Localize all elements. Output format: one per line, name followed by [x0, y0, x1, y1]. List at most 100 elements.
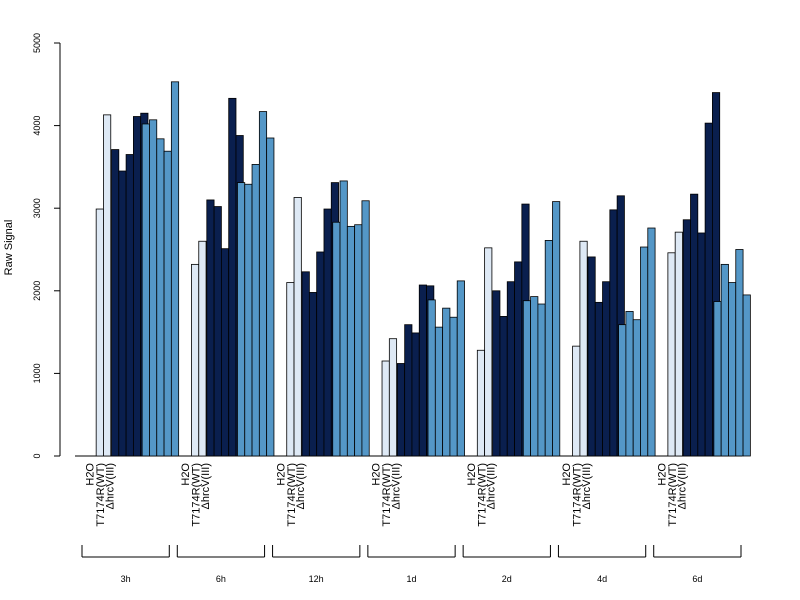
category-label-1: T7174R(WT): [476, 463, 488, 527]
bar-2d-cat1-3: [514, 261, 523, 457]
category-label-0: H2O: [180, 463, 192, 486]
bar-4d-cat1-2: [602, 281, 611, 457]
bar-3h-cat1-0: [111, 149, 120, 457]
bar-6d-cat0-1: [674, 231, 683, 457]
bar-12h-cat2-3: [354, 224, 363, 457]
bar-4d-cat2-4: [647, 227, 656, 457]
bar-6d-cat1-3: [704, 122, 713, 457]
bar-6d-cat1-1: [690, 193, 699, 457]
bar-3h-cat1-2: [125, 154, 134, 457]
bar-12h-cat2-4: [361, 200, 370, 457]
bar-6d-cat2-1: [720, 263, 729, 457]
bar-6h-cat2-3: [258, 111, 268, 457]
bar-12h-cat1-3: [323, 208, 332, 457]
bar-6d-cat2-0: [713, 301, 722, 457]
bar-6d-cat2-4: [742, 294, 751, 457]
bar-2d-cat0-1: [484, 247, 493, 457]
group-label: 3h: [121, 574, 131, 584]
category-label-2: ΔhrcV(III): [295, 463, 307, 509]
bar-1d-cat0-1: [388, 338, 398, 457]
group-label: 1d: [406, 574, 416, 584]
bars: [95, 81, 751, 457]
category-label-2: ΔhrcV(III): [105, 463, 117, 509]
bar-2d-cat1-0: [492, 290, 501, 457]
category-label-0: H2O: [561, 463, 573, 486]
category-label-2: ΔhrcV(III): [676, 463, 688, 509]
y-tick-label: 4000: [32, 116, 42, 136]
bar-1d-cat2-2: [442, 307, 451, 457]
bar-4d-cat2-0: [618, 324, 627, 457]
bar-12h-cat0-1: [293, 197, 302, 457]
bar-1d-cat2-3: [449, 316, 458, 457]
category-label-0: H2O: [275, 463, 287, 486]
bar-12h-cat1-0: [301, 271, 310, 457]
bar-2d-cat2-2: [537, 303, 546, 457]
bar-6h-cat2-1: [244, 183, 253, 457]
category-label-0: H2O: [85, 463, 97, 486]
bar-3h-cat2-0: [141, 123, 150, 457]
bar-6d-cat1-0: [682, 219, 691, 457]
bar-12h-cat2-1: [339, 180, 348, 457]
category-label-1: T7174R(WT): [381, 463, 393, 527]
bar-3h-cat2-1: [149, 119, 158, 457]
bar-12h-cat0-0: [286, 282, 295, 457]
category-label-2: ΔhrcV(III): [581, 463, 593, 509]
bar-6h-cat2-0: [237, 182, 246, 457]
bar-3h-cat1-3: [132, 116, 142, 457]
bar-2d-cat2-0: [522, 300, 531, 457]
bar-6d-cat2-3: [735, 249, 744, 457]
bar-3h-cat2-4: [170, 81, 180, 457]
bar-4d-cat2-1: [625, 311, 634, 457]
bar-1d-cat2-1: [434, 326, 444, 457]
y-tick-label: 2000: [32, 281, 42, 301]
group-label: 12h: [309, 574, 324, 584]
category-label-1: T7174R(WT): [286, 463, 298, 527]
bar-6h-cat1-1: [213, 206, 222, 457]
bar-6h-cat0-0: [191, 263, 200, 457]
bar-3h-cat0-0: [95, 208, 104, 457]
bar-12h-cat1-2: [316, 251, 325, 457]
bar-6h-cat2-4: [266, 137, 275, 457]
category-label-0: H2O: [371, 463, 383, 486]
bar-6h-cat1-2: [220, 248, 230, 457]
bar-2d-cat0-0: [476, 349, 486, 457]
bar-6h-cat2-2: [251, 164, 260, 457]
bar-2d-cat1-2: [506, 281, 515, 457]
bar-6d-cat2-2: [728, 282, 737, 457]
bar-4d-cat1-0: [587, 256, 596, 457]
category-label-1: T7174R(WT): [667, 463, 679, 527]
group-label: 2d: [502, 574, 512, 584]
bar-6d-cat0-0: [667, 252, 676, 457]
bar-1d-cat1-0: [396, 363, 406, 457]
bar-4d-cat2-3: [640, 246, 649, 457]
bar-3h-cat1-1: [118, 170, 127, 457]
bar-12h-cat2-0: [332, 221, 341, 457]
group-label: 6d: [692, 574, 702, 584]
bar-4d-cat2-2: [632, 319, 641, 457]
bar-6h-cat0-1: [198, 240, 207, 457]
bar-6d-cat1-2: [697, 232, 706, 457]
category-label-0: H2O: [656, 463, 668, 486]
bar-4d-cat0-0: [572, 345, 581, 457]
bar-3h-cat2-3: [163, 150, 172, 457]
y-tick-label: 0: [32, 453, 42, 458]
bar-1d-cat1-2: [411, 332, 420, 457]
bar-1d-cat1-3: [418, 284, 427, 457]
bar-4d-cat0-1: [579, 240, 588, 457]
bar-12h-cat2-2: [346, 225, 356, 457]
category-label-1: T7174R(WT): [190, 463, 202, 527]
bar-4d-cat1-1: [594, 301, 603, 457]
y-axis-label: Raw Signal: [3, 220, 15, 276]
category-label-2: ΔhrcV(III): [486, 463, 498, 509]
category-label-2: ΔhrcV(III): [200, 463, 212, 509]
y-tick-label: 3000: [32, 198, 42, 218]
group-label: 4d: [597, 574, 607, 584]
bar-2d-cat2-4: [552, 201, 561, 457]
bar-2d-cat2-3: [544, 240, 553, 457]
bar-4d-cat1-3: [609, 209, 618, 457]
bar-6h-cat1-0: [206, 199, 215, 457]
category-label-0: H2O: [466, 463, 478, 486]
bar-12h-cat1-1: [308, 292, 318, 457]
